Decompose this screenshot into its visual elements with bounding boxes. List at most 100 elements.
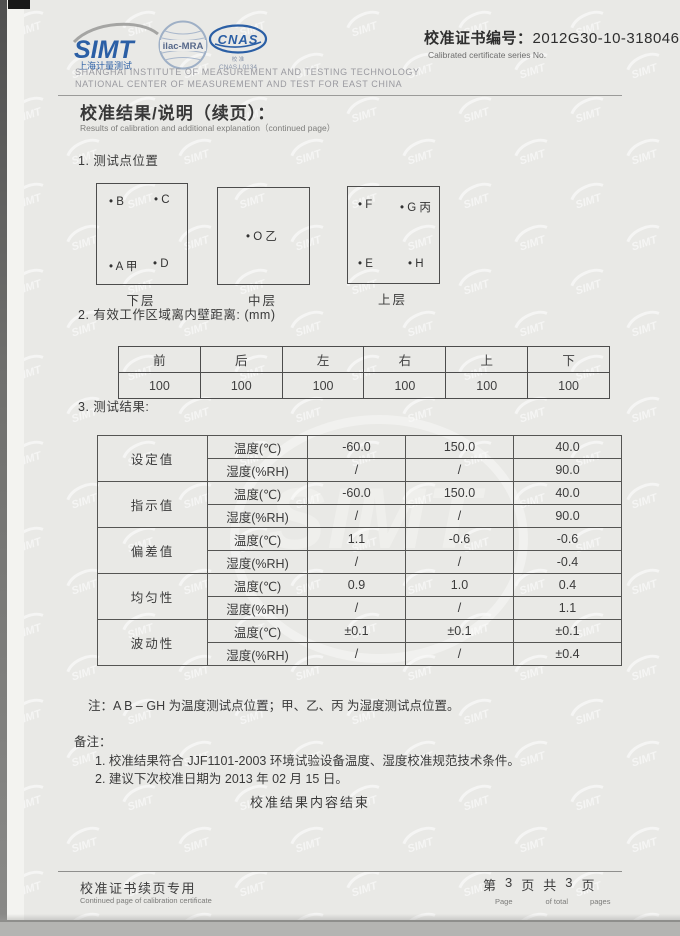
- remarks-heading: 备注：: [74, 735, 112, 749]
- value-cell: -0.6: [513, 527, 622, 551]
- value-cell: 40.0: [513, 481, 622, 505]
- param-cell: 湿度(%RH): [207, 550, 308, 574]
- dist-value: 100: [199, 372, 283, 399]
- total-prefix: 共: [543, 878, 557, 893]
- value-cell: 150.0: [405, 481, 514, 505]
- remark-item-1: 1. 校准结果符合 JJF1101-2003 环境试验设备温度、湿度校准规范技术…: [95, 754, 520, 768]
- institute-name-line1: SHANGHAI INSTITUTE OF MEASUREMENT AND TE…: [75, 67, 420, 77]
- point-F: • F: [358, 199, 373, 211]
- table-row: 湿度(%RH) / / 1.1: [98, 596, 622, 620]
- dist-value: 100: [281, 372, 365, 399]
- distance-header-row: 前 后 左 右 上 下: [118, 346, 610, 373]
- certificate-number-label: 校准证书编号：: [424, 30, 533, 47]
- point-C: • C: [154, 194, 170, 206]
- page-number-line-en: Page of total pages: [483, 897, 633, 906]
- page-prefix: 第: [483, 878, 497, 893]
- ilac-mra-logo-text: ilac-MRA: [163, 41, 204, 52]
- section-3-heading: 3. 测试结果:: [78, 400, 150, 414]
- row-label-deviation: 偏差值: [97, 527, 208, 574]
- dist-value: 100: [118, 372, 201, 399]
- row-label-set-value: 设定值: [97, 435, 208, 482]
- dist-value: 100: [363, 372, 447, 399]
- scan-bottom-edge: [0, 920, 680, 936]
- param-cell: 温度(℃): [207, 573, 308, 597]
- header-divider: [58, 95, 622, 96]
- scan-left-margin: [7, 0, 24, 936]
- point-B: • B: [109, 196, 124, 208]
- wall-distance-table: 前 后 左 右 上 下 100 100 100 100 100 100: [118, 346, 610, 399]
- point-D: • D: [153, 258, 169, 270]
- cnas-sub2: CNAS L0134: [219, 64, 257, 71]
- page-number-line: 第 3 页 共 3 页: [483, 875, 633, 894]
- cnas-logo-text: CNAS: [218, 32, 259, 47]
- param-cell: 湿度(%RH): [207, 596, 308, 620]
- point-O: • O 乙: [246, 231, 277, 243]
- upper-layer-label: 上层: [377, 293, 407, 307]
- test-point-box-upper: • F • G 丙 • E • H 上层: [347, 186, 440, 308]
- table-row: 湿度(%RH) / / ±0.4: [98, 642, 622, 666]
- remark-item-2: 2. 建议下次校准日期为 2013 年 02 月 15 日。: [95, 772, 348, 786]
- value-cell: /: [405, 458, 514, 482]
- value-cell: 90.0: [513, 458, 622, 482]
- lower-layer-label: 下层: [126, 294, 156, 308]
- total-count: 3: [565, 875, 573, 890]
- table-row: 均匀性 温度(℃) 0.9 1.0 0.4: [97, 573, 622, 620]
- value-cell: /: [307, 504, 406, 528]
- value-cell: /: [405, 550, 514, 574]
- cnas-logo: CNAS 校 准 CNAS L0134: [208, 24, 268, 71]
- dist-header-back: 后: [199, 346, 283, 373]
- test-point-box-lower: • B • C • A 甲 • D 下层: [96, 183, 188, 309]
- point-E: • E: [358, 258, 373, 270]
- table-row: 指示值 温度(℃) -60.0 150.0 40.0: [97, 481, 622, 528]
- value-cell: 90.0: [513, 504, 622, 528]
- distance-value-row: 100 100 100 100 100 100: [118, 372, 610, 399]
- ilac-mra-logo: ilac-MRA: [158, 20, 208, 70]
- lower-layer-diagram: • B • C • A 甲 • D: [96, 183, 188, 285]
- param-cell: 湿度(%RH): [207, 458, 308, 482]
- page-label-en: Page: [495, 897, 513, 906]
- measurement-results-table: 设定值 温度(℃) -60.0 150.0 40.0 湿度(%RH) / / 9…: [97, 435, 622, 666]
- certificate-number-value: 2012G30-10-318046: [532, 30, 680, 47]
- dist-header-left: 左: [281, 346, 365, 373]
- scan-bottom-fade: [0, 914, 680, 922]
- dist-header-bottom: 下: [527, 346, 610, 373]
- row-label-fluctuation: 波动性: [97, 619, 208, 666]
- param-cell: 温度(℃): [207, 435, 308, 459]
- certificate-number-line: 校准证书编号：2012G30-10-318046: [424, 27, 679, 48]
- dist-header-top: 上: [445, 346, 529, 373]
- note-line: 注：A B – GH 为温度测试点位置；甲、乙、丙 为湿度测试点位置。: [88, 699, 460, 713]
- dist-value: 100: [527, 372, 610, 399]
- table-row: 设定值 温度(℃) -60.0 150.0 40.0: [97, 435, 622, 482]
- scan-corner-mark: [8, 0, 30, 9]
- dist-header-front: 前: [118, 346, 201, 373]
- dist-value: 100: [445, 372, 529, 399]
- middle-layer-diagram: • O 乙: [217, 187, 310, 285]
- middle-layer-label: 中层: [247, 294, 277, 308]
- value-cell: 1.0: [405, 573, 514, 597]
- point-A: • A 甲: [109, 261, 138, 273]
- pages-label-en: pages: [590, 897, 611, 906]
- value-cell: 1.1: [307, 527, 406, 551]
- value-cell: /: [405, 504, 514, 528]
- value-cell: ±0.1: [405, 619, 514, 643]
- param-cell: 温度(℃): [207, 527, 308, 551]
- table-row: 偏差值 温度(℃) 1.1 -0.6 -0.6: [97, 527, 622, 574]
- page-title-en: Results of calibration and additional ex…: [80, 123, 336, 133]
- value-cell: 150.0: [405, 435, 514, 459]
- param-cell: 湿度(%RH): [207, 642, 308, 666]
- total-suffix: 页: [581, 878, 595, 893]
- page-current: 3: [505, 875, 513, 890]
- value-cell: 0.4: [513, 573, 622, 597]
- row-label-uniformity: 均匀性: [97, 573, 208, 620]
- value-cell: 1.1: [513, 596, 622, 620]
- footer-divider: [58, 871, 622, 872]
- value-cell: /: [405, 642, 514, 666]
- value-cell: -0.4: [513, 550, 622, 574]
- scan-left-edge: [0, 0, 7, 936]
- value-cell: /: [307, 458, 406, 482]
- table-row: 波动性 温度(℃) ±0.1 ±0.1 ±0.1: [97, 619, 622, 666]
- value-cell: /: [405, 596, 514, 620]
- page-number-block: 第 3 页 共 3 页 Page of total pages: [483, 875, 633, 906]
- of-total-label-en: of total: [545, 897, 569, 906]
